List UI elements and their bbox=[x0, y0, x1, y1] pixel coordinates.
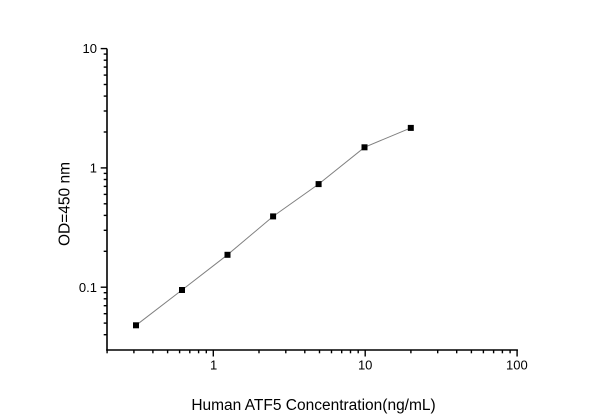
svg-text:100: 100 bbox=[506, 358, 528, 373]
svg-text:10: 10 bbox=[83, 41, 97, 56]
svg-text:1: 1 bbox=[90, 161, 97, 176]
svg-text:OD=450 nm: OD=450 nm bbox=[57, 162, 74, 246]
svg-text:1: 1 bbox=[210, 358, 217, 373]
svg-text:0.1: 0.1 bbox=[79, 280, 97, 295]
svg-text:Human ATF5 Concentration(ng/mL: Human ATF5 Concentration(ng/mL) bbox=[191, 397, 435, 414]
svg-text:10: 10 bbox=[358, 358, 372, 373]
